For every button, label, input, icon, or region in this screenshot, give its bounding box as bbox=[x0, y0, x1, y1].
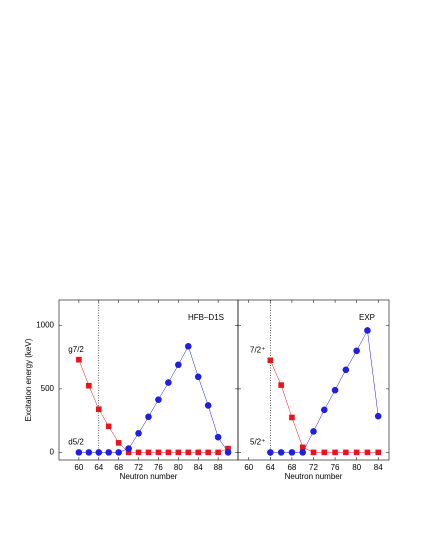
data-point bbox=[115, 449, 122, 456]
series-line bbox=[78, 359, 229, 453]
x-tick-label: 84 bbox=[194, 463, 203, 472]
data-point bbox=[125, 445, 132, 452]
data-point bbox=[225, 445, 231, 452]
data-point bbox=[267, 449, 274, 456]
data-point bbox=[105, 423, 112, 430]
plot-frame bbox=[58, 299, 239, 461]
data-point bbox=[299, 444, 306, 451]
data-point bbox=[375, 449, 382, 456]
series-label: d5/2 bbox=[68, 437, 84, 446]
y-axis-label: Excitation energy (keV) bbox=[24, 338, 33, 421]
data-point bbox=[321, 449, 328, 456]
plot-frame bbox=[237, 299, 390, 461]
data-point bbox=[155, 396, 162, 403]
series-label: 5/2⁺ bbox=[250, 437, 265, 446]
data-point bbox=[214, 433, 222, 441]
panel-title: HFB–D1S bbox=[188, 313, 224, 322]
data-point bbox=[310, 428, 317, 435]
data-point bbox=[165, 449, 172, 456]
data-point bbox=[125, 449, 132, 456]
data-point bbox=[374, 412, 382, 420]
data-point bbox=[135, 449, 142, 456]
x-tick-label: 84 bbox=[374, 463, 383, 472]
data-point bbox=[185, 449, 192, 456]
x-tick-label: 60 bbox=[74, 463, 83, 472]
data-point bbox=[224, 449, 232, 456]
data-point bbox=[85, 449, 93, 456]
x-tick-label: 80 bbox=[352, 463, 361, 472]
data-point bbox=[353, 347, 360, 355]
data-point bbox=[205, 449, 211, 456]
data-point bbox=[76, 356, 82, 363]
x-tick-label: 68 bbox=[287, 463, 296, 472]
data-point bbox=[175, 361, 182, 369]
x-tick-label: 72 bbox=[309, 463, 318, 472]
x-axis-label: Neutron number bbox=[285, 472, 343, 481]
data-point bbox=[343, 449, 349, 456]
data-point bbox=[145, 449, 152, 456]
data-point bbox=[331, 386, 339, 394]
data-point bbox=[267, 357, 274, 364]
x-tick-label: 72 bbox=[134, 463, 143, 472]
series-line bbox=[78, 345, 229, 453]
series-label: g7/2 bbox=[68, 345, 84, 354]
series-line bbox=[270, 360, 379, 453]
data-point bbox=[145, 413, 152, 421]
data-point bbox=[299, 449, 307, 456]
x-tick-label: 80 bbox=[174, 463, 183, 472]
data-point bbox=[342, 366, 350, 374]
y-tick-label: 500 bbox=[41, 384, 55, 393]
x-tick-label: 76 bbox=[154, 463, 163, 472]
x-tick-label: 68 bbox=[114, 463, 123, 472]
data-point bbox=[277, 449, 285, 456]
data-point bbox=[184, 343, 192, 350]
x-tick-label: 64 bbox=[94, 463, 103, 472]
data-point bbox=[86, 382, 92, 389]
data-point bbox=[155, 449, 162, 456]
data-point bbox=[194, 373, 202, 381]
x-tick-label: 64 bbox=[266, 463, 275, 472]
data-point bbox=[115, 440, 122, 446]
panel-title: EXP bbox=[359, 313, 375, 322]
data-point bbox=[135, 430, 142, 437]
data-point bbox=[95, 406, 102, 413]
data-point bbox=[165, 379, 172, 386]
data-point bbox=[288, 449, 296, 456]
y-tick-label: 1000 bbox=[36, 321, 54, 330]
data-point bbox=[95, 449, 103, 456]
data-point bbox=[332, 449, 338, 456]
series-label: 7/2⁺ bbox=[250, 345, 265, 354]
data-point bbox=[353, 449, 360, 456]
data-point bbox=[320, 406, 328, 414]
data-point bbox=[278, 382, 284, 388]
data-point bbox=[289, 414, 295, 421]
data-point bbox=[364, 449, 371, 456]
data-point bbox=[204, 402, 212, 409]
data-point bbox=[215, 449, 221, 456]
data-point bbox=[175, 449, 182, 456]
data-point bbox=[364, 327, 371, 334]
data-point bbox=[105, 449, 113, 456]
x-tick-label: 60 bbox=[244, 463, 253, 472]
x-axis-label: Neutron number bbox=[120, 472, 178, 481]
series-line bbox=[270, 329, 379, 453]
x-tick-label: 88 bbox=[214, 463, 223, 472]
data-point bbox=[310, 449, 317, 456]
data-point bbox=[75, 449, 83, 456]
x-tick-label: 76 bbox=[331, 463, 340, 472]
data-point bbox=[195, 449, 202, 456]
y-tick-label: 0 bbox=[50, 447, 55, 456]
